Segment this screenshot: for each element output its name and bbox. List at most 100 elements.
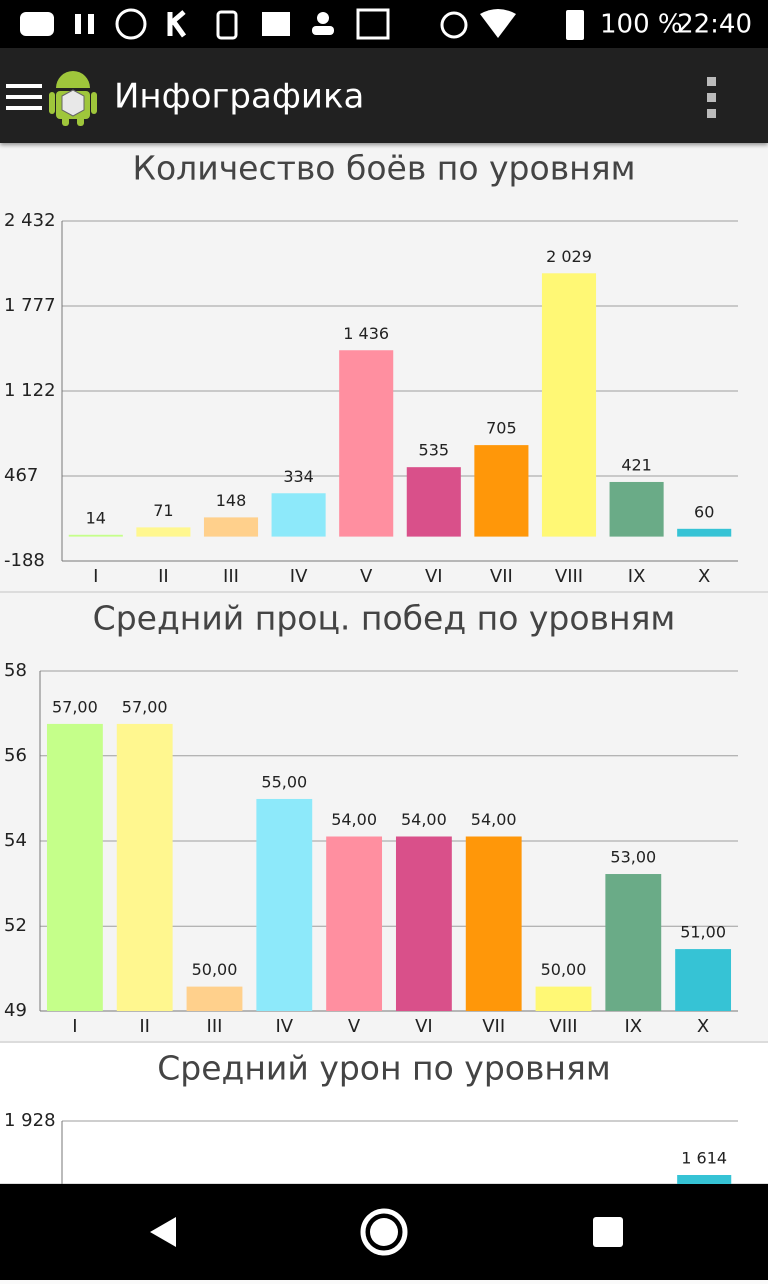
value-label: 54,00: [471, 810, 517, 829]
value-label: 50,00: [192, 960, 238, 979]
menu-line: [6, 84, 42, 88]
menu-button[interactable]: [6, 84, 42, 110]
overflow-menu[interactable]: [707, 77, 716, 118]
x-tick-label: III: [207, 1016, 223, 1037]
value-label: 705: [486, 419, 517, 438]
x-tick-label: II: [139, 1016, 150, 1037]
bar: [116, 723, 173, 1011]
bar: [339, 350, 394, 537]
bar: [675, 949, 732, 1011]
y-tick-label: 2 432: [4, 210, 56, 231]
value-label: 421: [621, 455, 652, 474]
value-label: 71: [153, 501, 173, 520]
y-tick-label: -188: [4, 550, 45, 571]
status-bar: 100 % 22:40: [0, 0, 768, 48]
chart-title: Количество боёв по уровням: [133, 149, 636, 188]
y-tick-label: 56: [4, 745, 27, 766]
x-tick-label: IV: [275, 1016, 293, 1037]
value-label: 53,00: [610, 848, 656, 867]
status-icons: 100 % 22:40: [20, 8, 752, 40]
x-tick-label: X: [698, 566, 710, 587]
twitch-icon: [356, 8, 390, 40]
value-label: 535: [419, 441, 450, 460]
y-tick-label: 1 777: [4, 295, 56, 316]
bar: [406, 467, 461, 537]
chart-title: Средний урон по уровням: [157, 1049, 611, 1088]
battery-percent: 100 %: [600, 10, 683, 40]
y-tick-label: 58: [4, 660, 27, 681]
recents-button[interactable]: [593, 1217, 623, 1247]
bar: [465, 836, 522, 1011]
bar: [609, 481, 664, 537]
y-tick-label: 52: [4, 915, 27, 936]
value-label: 55,00: [261, 772, 307, 791]
notification-icon: [20, 12, 54, 36]
navigation-bar: [0, 1184, 768, 1280]
badge-icon: [115, 8, 147, 40]
bar: [271, 493, 326, 537]
person-icon: [317, 12, 329, 24]
bar: [474, 445, 529, 537]
x-tick-label: VIII: [549, 1016, 577, 1037]
value-label: 50,00: [541, 960, 587, 979]
y-tick-label: 467: [4, 465, 38, 486]
bar: [395, 836, 452, 1011]
bar: [46, 723, 103, 1011]
bar: [535, 986, 592, 1011]
chart-background: [0, 1043, 768, 1184]
alarm-icon: [440, 11, 468, 39]
y-tick-label: 49: [4, 1000, 27, 1021]
value-label: 54,00: [401, 810, 447, 829]
k-icon: [167, 10, 187, 38]
person-icon: [312, 26, 334, 35]
bar: [677, 528, 732, 537]
x-tick-label: III: [223, 566, 239, 587]
bar: [203, 517, 259, 537]
y-tick-label: 1 122: [4, 380, 56, 401]
menu-line: [6, 106, 42, 110]
back-button[interactable]: [150, 1217, 176, 1247]
clock: 22:40: [677, 10, 752, 40]
bar: [605, 874, 662, 1011]
battery-icon: [566, 10, 584, 40]
x-tick-label: IV: [290, 566, 308, 587]
value-label: 1 436: [343, 324, 389, 343]
x-tick-label: VI: [415, 1016, 433, 1037]
battery-check-icon: [216, 10, 238, 40]
bar: [68, 534, 123, 537]
wifi-icon: [480, 9, 516, 38]
y-tick-label: 54: [4, 830, 27, 851]
x-tick-label: IX: [624, 1016, 642, 1037]
x-tick-label: VIII: [555, 566, 583, 587]
value-label: 54,00: [331, 810, 377, 829]
value-label: 14: [86, 508, 106, 527]
bar: [326, 836, 383, 1011]
value-label: 2 029: [546, 247, 592, 266]
home-button-ring: [360, 1208, 408, 1256]
x-tick-label: X: [697, 1016, 709, 1037]
pause-icon: [75, 14, 81, 34]
x-tick-label: VI: [425, 566, 443, 587]
app-bar-content: Инфографика: [6, 71, 716, 126]
value-label: 57,00: [122, 697, 168, 716]
x-tick-label: I: [93, 566, 98, 587]
value-label: 60: [694, 502, 714, 521]
x-tick-label: IX: [628, 566, 646, 587]
value-label: 51,00: [680, 923, 726, 942]
bar: [186, 986, 243, 1011]
x-tick-label: VII: [490, 566, 513, 587]
value-label: 57,00: [52, 697, 98, 716]
bar: [136, 527, 191, 537]
value-label: 334: [283, 467, 314, 486]
x-tick-label: V: [360, 566, 373, 587]
menu-line: [6, 95, 42, 99]
pause-icon: [88, 14, 94, 34]
app-title: Инфографика: [114, 77, 364, 117]
x-tick-label: I: [72, 1016, 77, 1037]
y-tick-label: 1 928: [4, 1110, 56, 1131]
home-button[interactable]: [370, 1218, 398, 1246]
nav-buttons: [150, 1208, 623, 1256]
chart-title: Средний проц. побед по уровням: [93, 599, 676, 638]
